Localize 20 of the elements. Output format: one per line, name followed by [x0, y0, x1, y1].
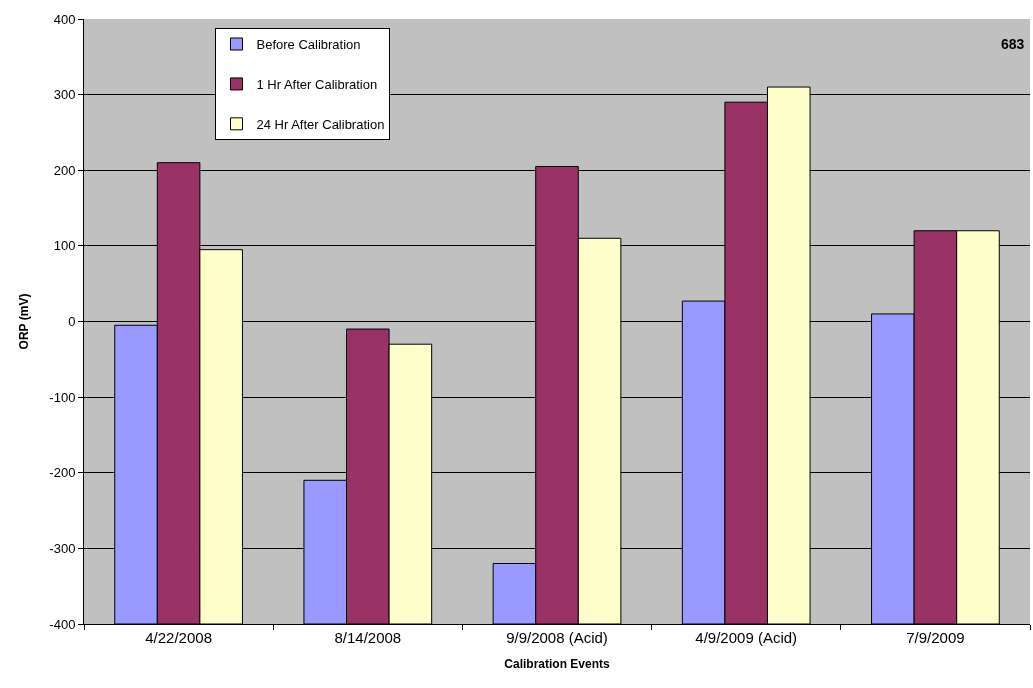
y-axis-title: ORP (mV) — [16, 293, 31, 350]
legend-label: 1 Hr After Calibration — [256, 76, 378, 92]
x-tick-label: 7/9/2009 — [906, 629, 965, 646]
y-tick-label: -400 — [49, 616, 76, 632]
y-tick-label: 100 — [53, 238, 76, 254]
y-tick-label: 300 — [53, 87, 76, 103]
legend-label: Before Calibration — [256, 37, 361, 53]
y-tick-label: -300 — [49, 540, 76, 556]
x-tick-label: 9/9/2008 (Acid) — [506, 629, 608, 646]
x-tick-label: 4/9/2009 (Acid) — [695, 629, 798, 646]
y-tick-label: 200 — [53, 162, 76, 178]
y-tick-label: 0 — [68, 314, 76, 330]
y-tick-label: 400 — [53, 11, 76, 27]
x-tick-label: 8/14/2008 — [334, 629, 402, 646]
y-tick-label: -100 — [49, 389, 76, 405]
x-axis-title: Calibration Events — [504, 656, 610, 671]
x-tick-label: 4/22/2008 — [145, 629, 212, 646]
y-tick-label: -200 — [49, 465, 76, 481]
annotation: 683 — [1001, 36, 1025, 52]
legend-label: 24 Hr After Calibration — [256, 116, 385, 132]
